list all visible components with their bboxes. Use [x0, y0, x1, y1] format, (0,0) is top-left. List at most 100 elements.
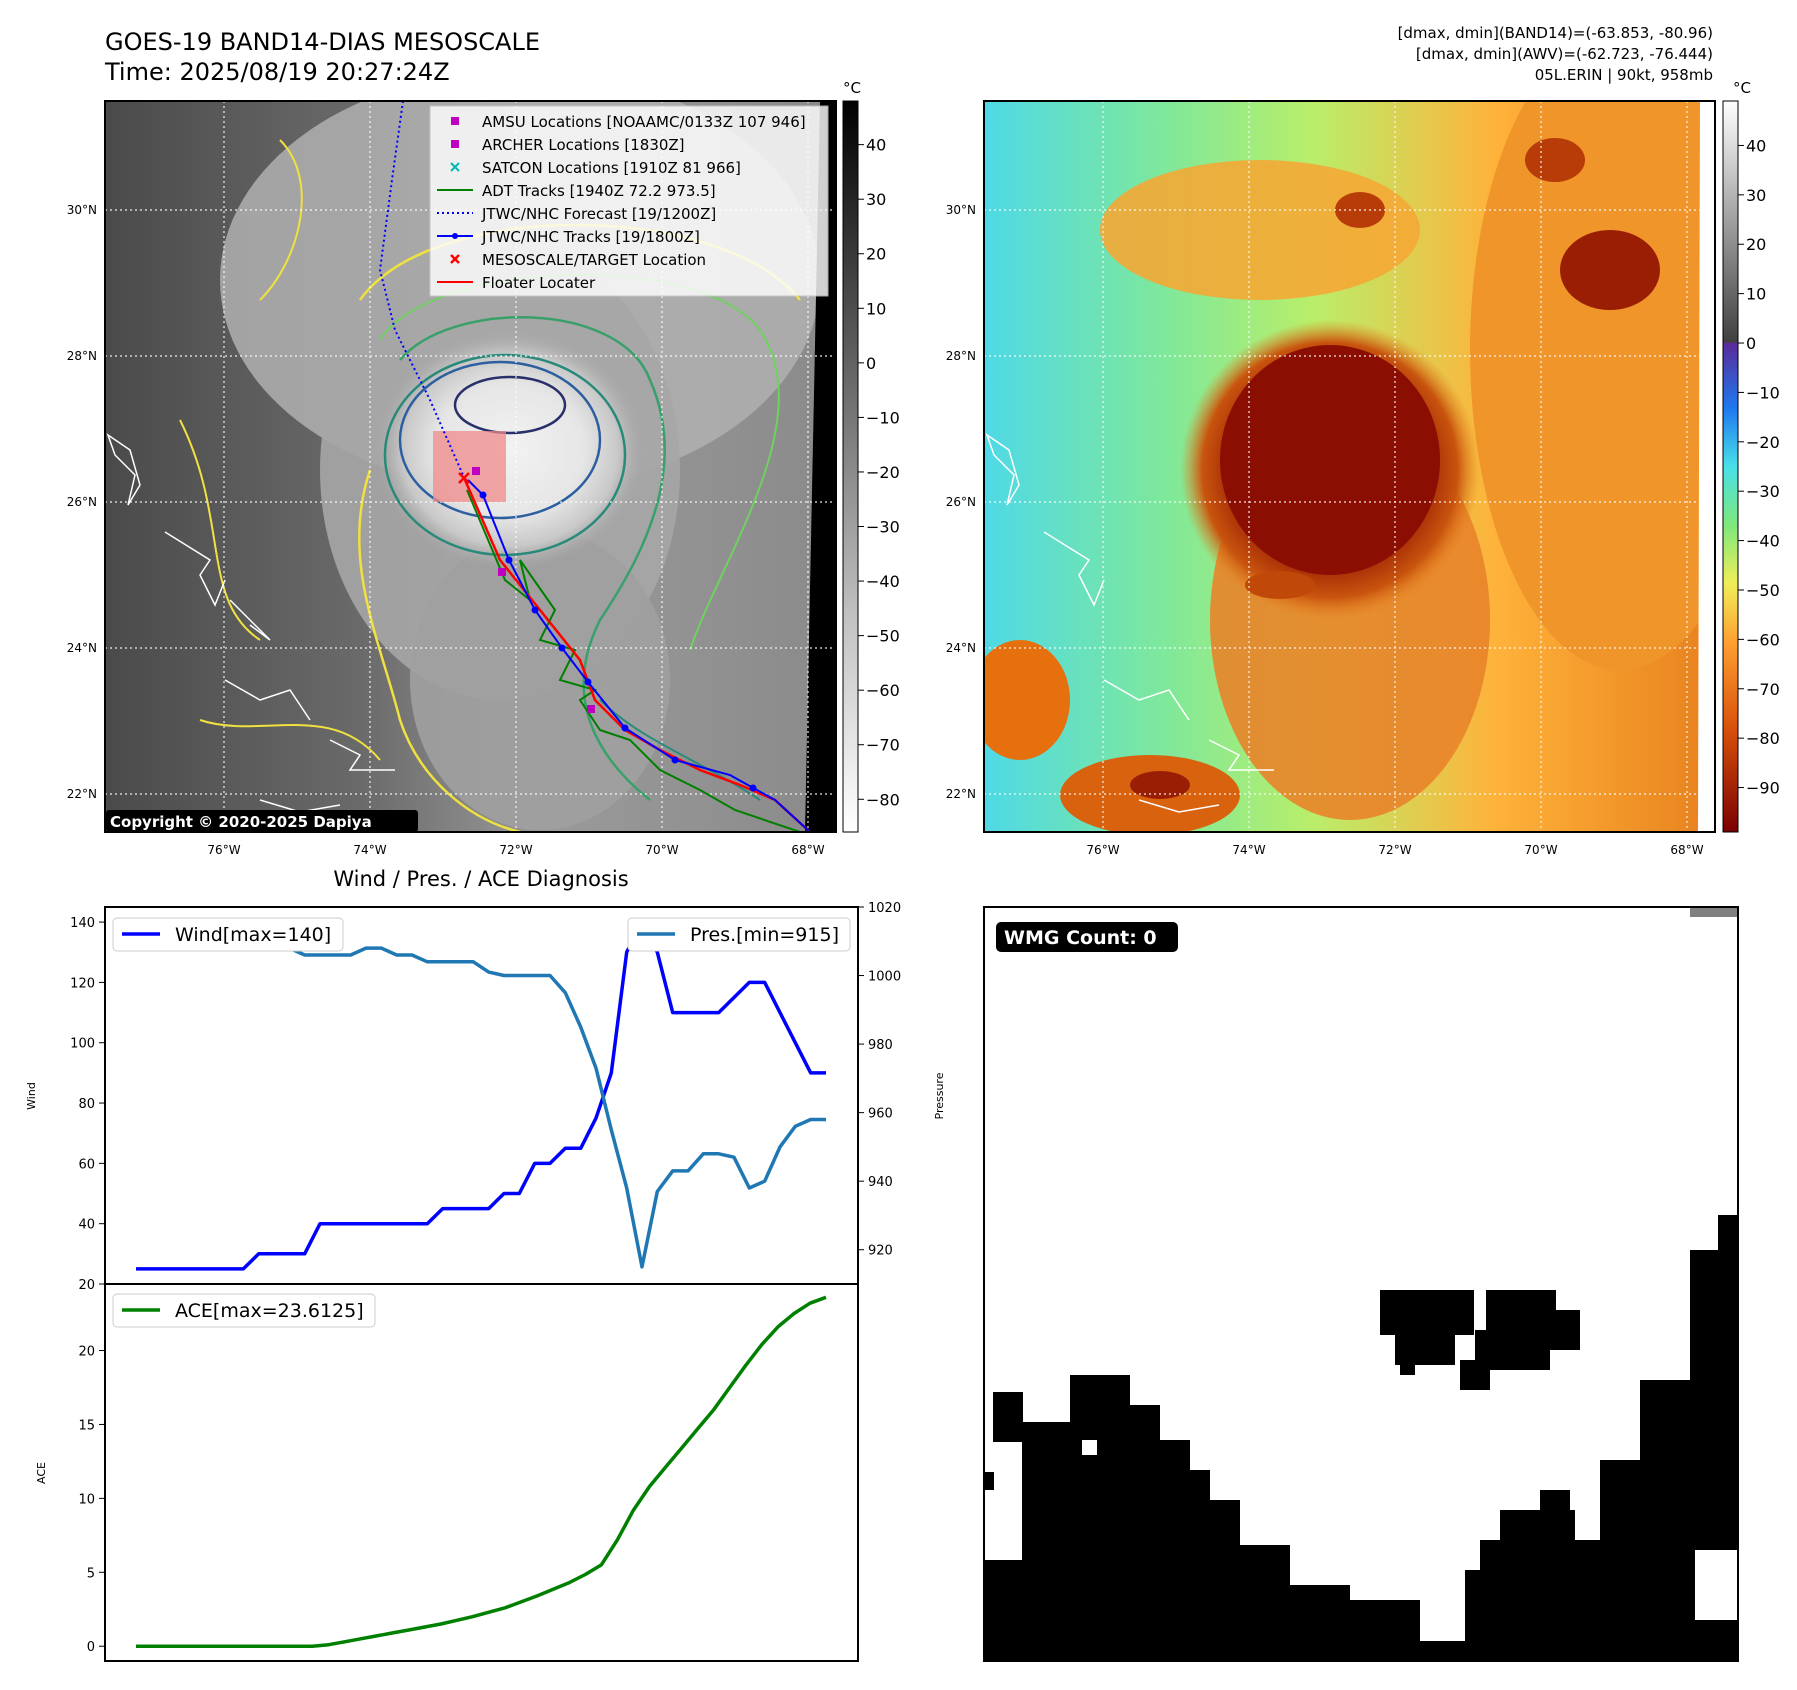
ace-tick-label: 5: [87, 1566, 95, 1581]
wind-series-line: [136, 920, 826, 1271]
ir-legend: AMSU Locations [NOAAMC/0133Z 107 946] AR…: [429, 105, 829, 297]
pressure-legend: Pres.[min=915]: [627, 917, 851, 952]
legend-target: MESOSCALE/TARGET Location: [482, 251, 706, 269]
svg-text:30°N: 30°N: [946, 203, 976, 217]
ir-cbar-label: 20: [866, 245, 886, 264]
ace-legend-label: ACE[max=23.6125]: [175, 1300, 364, 1322]
wind-tick-label: 100: [70, 1037, 95, 1052]
wind-tick-label: 140: [70, 916, 95, 931]
pressure-axis-label: Pressure: [933, 1072, 946, 1119]
ace-tick-label: 10: [78, 1492, 95, 1507]
wv-cbar-label: −40: [1746, 532, 1780, 551]
wmg-count: WMG Count: 0: [1004, 927, 1157, 949]
wind-tick-label: 120: [70, 976, 95, 991]
wv-cbar-label: −90: [1746, 779, 1780, 798]
wv-map: 30°N 28°N 26°N 24°N 22°N 76°W 74°W 72°W …: [946, 100, 1716, 857]
ace-tick-label: 0: [87, 1640, 95, 1655]
stats-storm: 05L.ERIN | 90kt, 958mb: [1535, 66, 1713, 84]
legend-amsu: AMSU Locations [NOAAMC/0133Z 107 946]: [482, 113, 806, 131]
wv-cbar-label: −30: [1746, 482, 1780, 501]
legend-floater: Floater Locater: [482, 274, 596, 292]
ir-map: AMSU Locations [NOAAMC/0133Z 107 946] AR…: [67, 100, 837, 857]
pressure-tick-label: 1000: [868, 970, 901, 985]
figure-title: GOES-19 BAND14-DIAS MESOSCALE: [105, 28, 540, 56]
svg-text:68°W: 68°W: [791, 843, 824, 857]
pressure-tick-label: 940: [868, 1175, 893, 1190]
adt-track: [466, 489, 801, 832]
svg-text:76°W: 76°W: [207, 843, 240, 857]
pressure-tick-label: 960: [868, 1107, 893, 1122]
wv-colorbar: °C 40 30 20 10 0 −10 −20 −30 −40 −50 −60 −70 −80 −90: [1722, 79, 1780, 833]
wind-pres-chart: 20 40 60 80 100 120 140 920 940 960 980 1000 1020 W…: [25, 901, 946, 1293]
svg-text:26°N: 26°N: [946, 495, 976, 509]
svg-text:22°N: 22°N: [67, 787, 97, 801]
legend-satcon: SATCON Locations [1910Z 81 966]: [482, 159, 741, 177]
wv-cbar-label: −20: [1746, 433, 1780, 452]
svg-text:68°W: 68°W: [1670, 843, 1703, 857]
ace-axis-label: ACE: [35, 1462, 48, 1484]
wv-cbar-label: 20: [1746, 235, 1766, 254]
svg-text:72°W: 72°W: [1378, 843, 1411, 857]
wv-cbar-label: −50: [1746, 581, 1780, 600]
legend-forecast: JTWC/NHC Forecast [19/1200Z]: [481, 205, 716, 223]
legend-archer: ARCHER Locations [1830Z]: [482, 136, 685, 154]
wind-axis-label: Wind: [25, 1082, 38, 1110]
wind-tick-label: 60: [78, 1157, 95, 1172]
svg-text:74°W: 74°W: [1232, 843, 1265, 857]
pressure-legend-label: Pres.[min=915]: [690, 924, 839, 946]
ir-lon-labels: 76°W 74°W 72°W 70°W 68°W: [207, 843, 824, 857]
ir-cbar-label: −50: [866, 627, 900, 646]
svg-text:76°W: 76°W: [1086, 843, 1119, 857]
ace-tick-label: 20: [78, 1345, 95, 1360]
pressure-tick-label: 980: [868, 1038, 893, 1053]
wind-legend-label: Wind[max=140]: [175, 924, 331, 946]
wv-cbar-label: 40: [1746, 136, 1766, 155]
ir-lat-labels: 30°N 28°N 26°N 24°N 22°N: [67, 203, 97, 801]
ace-tick-label: 15: [78, 1418, 95, 1433]
wv-cbar-label: −60: [1746, 630, 1780, 649]
wind-legend: Wind[max=140]: [112, 917, 344, 952]
svg-text:26°N: 26°N: [67, 495, 97, 509]
pressure-tick-label: 920: [868, 1244, 893, 1259]
svg-text:28°N: 28°N: [946, 349, 976, 363]
copyright: Copyright © 2020-2025 Dapiya: [110, 813, 372, 831]
diagnosis-title: Wind / Pres. / ACE Diagnosis: [333, 867, 628, 891]
ir-cbar-label: 40: [866, 136, 886, 155]
svg-text:°C: °C: [843, 79, 861, 97]
wv-cbar-label: 0: [1746, 334, 1756, 353]
ace-chart: 0 5 10 15 20 ACE ACE[max=23.6125]: [35, 1283, 859, 1662]
svg-text:28°N: 28°N: [67, 349, 97, 363]
ace-legend: ACE[max=23.6125]: [112, 1293, 376, 1328]
svg-text:24°N: 24°N: [946, 641, 976, 655]
svg-text:70°W: 70°W: [645, 843, 678, 857]
wv-cbar-label: −70: [1746, 680, 1780, 699]
svg-text:72°W: 72°W: [499, 843, 532, 857]
ir-cbar-label: −10: [866, 408, 900, 427]
wind-tick-label: 40: [78, 1218, 95, 1233]
svg-text:24°N: 24°N: [67, 641, 97, 655]
wv-cbar-label: 10: [1746, 285, 1766, 304]
ir-cbar-label: 0: [866, 354, 876, 373]
wmg-panel: WMG Count: 0: [983, 906, 1739, 1662]
svg-text:70°W: 70°W: [1524, 843, 1557, 857]
svg-text:74°W: 74°W: [353, 843, 386, 857]
legend-markers: [437, 117, 473, 283]
ace-series-line: [136, 1295, 827, 1648]
wind-tick-label: 20: [78, 1278, 95, 1293]
forecast-track: [378, 101, 464, 476]
ir-cbar-label: −40: [866, 572, 900, 591]
ir-cbar-label: −60: [866, 681, 900, 700]
wv-cbar-label: −10: [1746, 383, 1780, 402]
wv-cbar-label: −80: [1746, 729, 1780, 748]
stats-awv: [dmax, dmin](AWV)=(-62.723, -76.444): [1416, 45, 1713, 63]
legend-adt: ADT Tracks [1940Z 72.2 973.5]: [482, 182, 716, 200]
svg-text:°C: °C: [1733, 79, 1751, 97]
ir-cbar-label: −80: [866, 790, 900, 809]
legend-tracks: JTWC/NHC Tracks [19/1800Z]: [481, 228, 700, 246]
ir-cbar-label: 10: [866, 299, 886, 318]
ir-cbar-label: −70: [866, 736, 900, 755]
ir-colorbar: °C 40 30 20 10 0 −10 −20 −30 −40 −50 −60 −70 −80: [842, 79, 900, 833]
svg-text:22°N: 22°N: [946, 787, 976, 801]
wv-lon-labels: 76°W 74°W 72°W 70°W 68°W: [1086, 843, 1703, 857]
ir-cbar-label: −20: [866, 463, 900, 482]
